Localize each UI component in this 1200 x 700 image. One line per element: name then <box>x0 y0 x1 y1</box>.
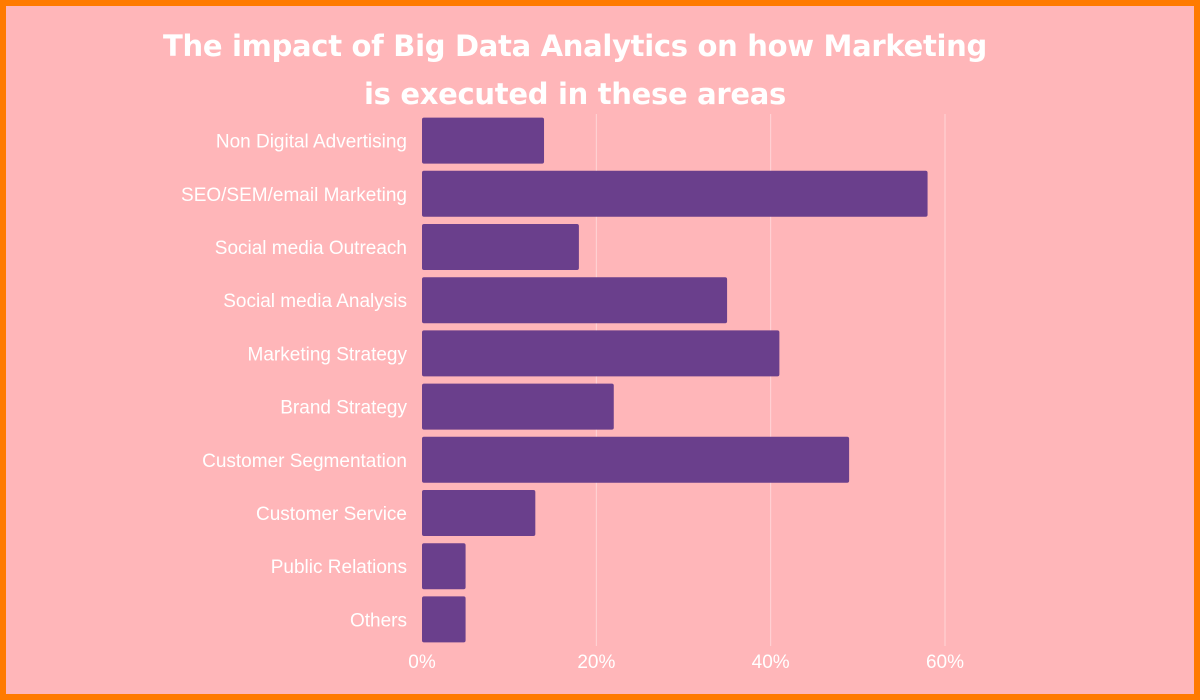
bar <box>422 596 466 643</box>
chart-title-line-1: The impact of Big Data Analytics on how … <box>163 29 987 63</box>
bar <box>422 490 536 536</box>
category-label: Marketing Strategy <box>248 344 408 365</box>
bar <box>422 436 850 483</box>
chart-title-line-2: is executed in these areas <box>363 77 787 111</box>
category-label: Social media Analysis <box>223 291 407 312</box>
bar <box>422 224 579 270</box>
bar <box>422 277 728 324</box>
x-tick-label: 20% <box>577 652 615 673</box>
chart-title: The impact of Big Data Analytics on how … <box>0 22 1150 118</box>
bar <box>422 170 928 217</box>
x-tick-label: 60% <box>926 652 964 673</box>
x-tick-label: 0% <box>408 652 436 673</box>
x-tick-label: 40% <box>752 652 790 673</box>
bar <box>422 330 780 377</box>
category-label: Customer Segmentation <box>202 451 407 472</box>
category-label: Customer Service <box>256 504 407 525</box>
category-label: Others <box>350 610 407 631</box>
category-label: Non Digital Advertising <box>216 132 407 153</box>
category-label: Brand Strategy <box>280 398 407 419</box>
bar <box>422 383 614 430</box>
category-label: Public Relations <box>271 557 407 578</box>
category-label: Social media Outreach <box>215 238 407 259</box>
category-label: SEO/SEM/email Marketing <box>181 185 407 206</box>
bar <box>422 117 545 164</box>
bar <box>422 543 466 590</box>
